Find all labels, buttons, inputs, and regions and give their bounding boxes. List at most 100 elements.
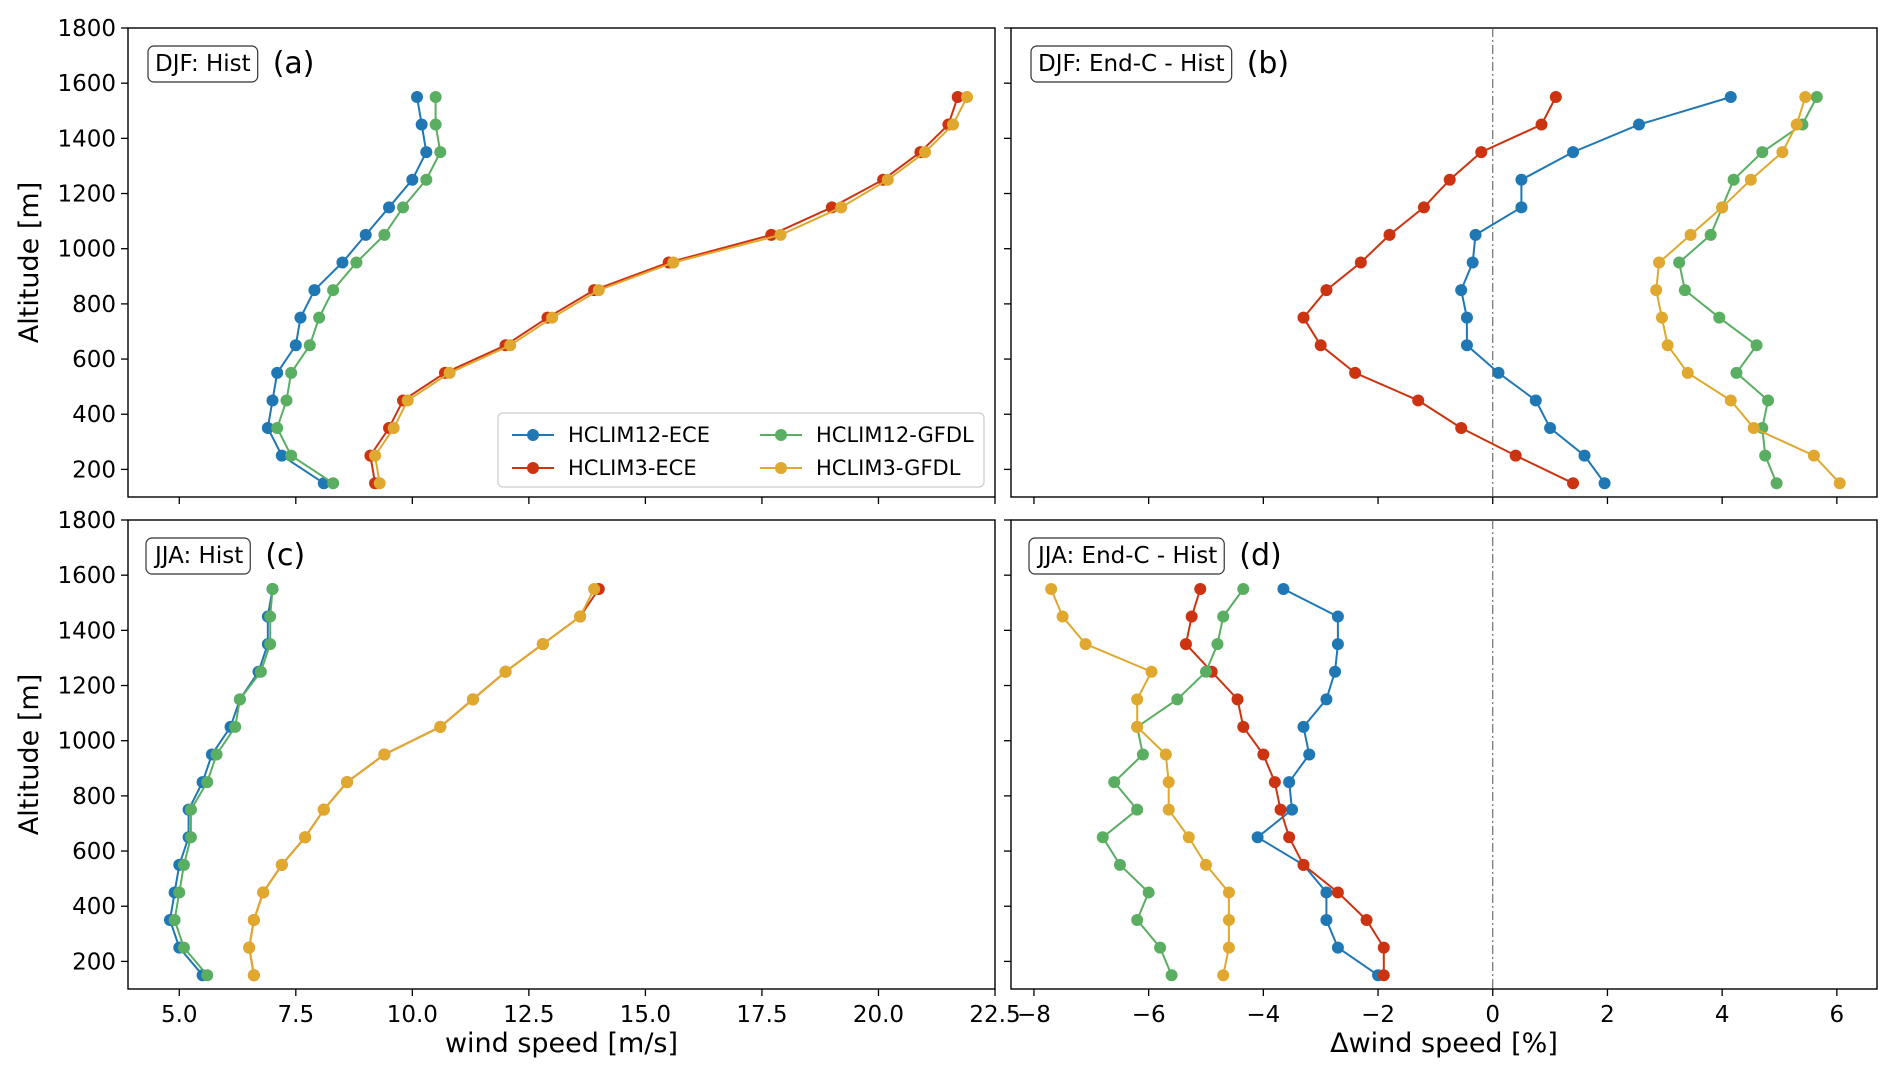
plot-frame xyxy=(1010,519,1878,990)
data-point xyxy=(1475,146,1488,159)
panel-letter: (a) xyxy=(273,46,315,81)
y-tick-label: 1600 xyxy=(57,71,116,97)
data-point xyxy=(1199,665,1212,678)
panel-title-box: DJF: Hist (a) xyxy=(147,45,315,83)
data-point xyxy=(401,394,414,407)
data-point xyxy=(1354,256,1367,269)
data-point xyxy=(1237,582,1250,595)
legend-entry: HCLIM12-ECE xyxy=(512,423,710,447)
data-point xyxy=(1211,638,1224,651)
y-tick-label: 600 xyxy=(72,839,116,865)
plot-frame xyxy=(1010,27,1878,498)
y-tick-label: 1200 xyxy=(57,674,116,700)
data-point xyxy=(1704,228,1717,241)
data-point xyxy=(313,311,326,324)
data-point xyxy=(1251,831,1264,844)
data-point xyxy=(536,638,549,651)
x-tick-label: 12.5 xyxy=(503,1002,554,1028)
legend-marker xyxy=(527,429,539,441)
legend-label: HCLIM12-ECE xyxy=(568,423,710,447)
data-point xyxy=(1833,477,1846,490)
data-point xyxy=(1716,201,1729,214)
data-point xyxy=(317,803,330,816)
data-point xyxy=(275,449,288,462)
legend-entry: HCLIM3-GFDL xyxy=(760,456,961,480)
data-point xyxy=(1303,748,1316,761)
data-point xyxy=(1762,394,1775,407)
data-point xyxy=(1179,638,1192,651)
panel-title: JJA: Hist xyxy=(153,543,243,569)
data-point xyxy=(1549,90,1562,103)
data-point xyxy=(1320,886,1333,899)
data-point xyxy=(951,90,964,103)
data-point xyxy=(1237,720,1250,733)
series-hclim12-gfdl xyxy=(271,90,447,490)
legend-label: HCLIM12-GFDL xyxy=(816,423,974,447)
series-hclim3-ece xyxy=(1297,90,1580,490)
series-hclim3-gfdl xyxy=(369,90,974,490)
data-point xyxy=(1045,582,1058,595)
data-point xyxy=(378,748,391,761)
panel-title: JJA: End-C - Hist xyxy=(1036,543,1217,569)
data-point xyxy=(1466,256,1479,269)
data-point xyxy=(1360,914,1373,927)
data-point xyxy=(1747,422,1760,435)
data-point xyxy=(592,284,605,297)
data-point xyxy=(327,284,340,297)
data-point xyxy=(1460,339,1473,352)
data-point xyxy=(1056,610,1069,623)
x-tick-label: 10.0 xyxy=(387,1002,438,1028)
data-point xyxy=(308,284,321,297)
data-point xyxy=(1515,173,1528,186)
y-tick-label: 1600 xyxy=(57,563,116,589)
data-point xyxy=(1544,422,1557,435)
legend-frame xyxy=(497,412,985,488)
legend-entry: HCLIM12-GFDL xyxy=(760,423,974,447)
data-point xyxy=(1655,311,1668,324)
y-tick-label: 1400 xyxy=(57,126,116,152)
data-point xyxy=(1810,90,1823,103)
data-point xyxy=(1096,831,1109,844)
panel-letter: (c) xyxy=(265,538,305,573)
series-line xyxy=(1302,96,1574,485)
data-point xyxy=(1727,173,1740,186)
data-point xyxy=(1131,693,1144,706)
legend: HCLIM12-ECE HCLIM3-ECE HCLIM12-GFDL HCLIM3-… xyxy=(497,412,985,488)
data-point xyxy=(1377,969,1390,982)
data-point xyxy=(1331,638,1344,651)
data-point xyxy=(1145,665,1158,678)
x-tick-label: 7.5 xyxy=(278,1002,315,1028)
data-point xyxy=(1268,776,1281,789)
data-point xyxy=(574,610,587,623)
data-point xyxy=(1331,941,1344,954)
panel-title-box: JJA: End-C - Hist (d) xyxy=(1028,537,1282,575)
data-point xyxy=(1131,914,1144,927)
data-point xyxy=(667,256,680,269)
data-point xyxy=(415,118,428,131)
data-point xyxy=(774,228,787,241)
data-point xyxy=(434,146,447,159)
x-tick-label: 4 xyxy=(1715,1002,1730,1028)
data-point xyxy=(1329,665,1342,678)
data-point xyxy=(961,90,974,103)
data-point xyxy=(1165,969,1178,982)
data-point xyxy=(1678,284,1691,297)
data-point xyxy=(1578,449,1591,462)
panel-a: 200 400 600 800 1000 1200 1400 1600 1800 Altitude… xyxy=(14,16,996,504)
data-point xyxy=(383,201,396,214)
legend-label: HCLIM3-ECE xyxy=(568,456,697,480)
data-point xyxy=(1199,858,1212,871)
data-point xyxy=(233,693,246,706)
data-point xyxy=(264,610,277,623)
data-point xyxy=(294,311,307,324)
x-axis-title: wind speed [m/s] xyxy=(445,1028,678,1059)
data-point xyxy=(1159,748,1172,761)
y-tick-label: 800 xyxy=(72,784,116,810)
data-point xyxy=(1377,941,1390,954)
data-point xyxy=(299,831,312,844)
data-point xyxy=(1661,339,1674,352)
x-tick-label: −2 xyxy=(1361,1002,1395,1028)
data-point xyxy=(341,776,354,789)
data-point xyxy=(1684,228,1697,241)
data-point xyxy=(1297,858,1310,871)
